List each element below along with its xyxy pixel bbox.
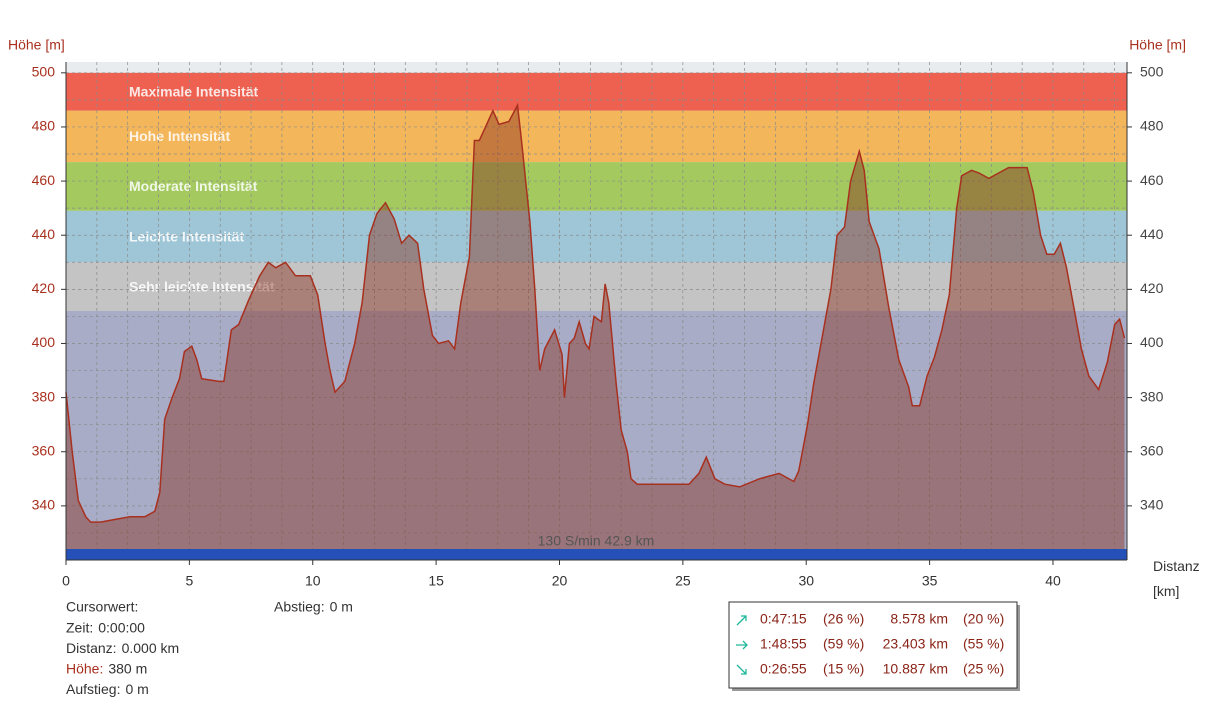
stats-cell: 8.578 km — [890, 611, 948, 627]
cursor-label: Zeit: — [66, 620, 93, 636]
zone-label: Moderate Intensität — [129, 178, 258, 194]
y-tick-label-right: 360 — [1140, 442, 1164, 458]
zone — [66, 162, 1127, 211]
zone-label: Hohe Intensität — [129, 128, 230, 144]
stats-box — [728, 601, 1018, 689]
cursor-label: Aufstieg: — [66, 681, 120, 697]
stats-cell: (59 %) — [823, 636, 864, 652]
cursor-value: 0:00:00 — [98, 620, 145, 636]
x-tick-label: 25 — [675, 573, 691, 589]
x-tick-label: 5 — [185, 573, 193, 589]
x-axis-title: Distanz [km] — [1153, 558, 1200, 599]
y-tick-label-right: 480 — [1140, 118, 1164, 134]
y-axis-title-right: Höhe [m] — [1129, 37, 1186, 53]
cursor-label: Höhe: — [66, 661, 103, 677]
stats-cell: (25 %) — [963, 661, 1004, 677]
stats-cell: 0:47:15 — [760, 611, 807, 627]
stats-cell: (15 %) — [823, 661, 864, 677]
stats-icons — [736, 615, 748, 675]
y-tick-label: 420 — [32, 280, 56, 296]
elevation-line — [65, 102, 1126, 523]
y-tick-label-right: 440 — [1140, 226, 1164, 242]
y-tick-label-right: 460 — [1140, 172, 1164, 188]
area-fill — [66, 105, 1125, 561]
y-tick-label: 460 — [32, 172, 56, 188]
zone-label: Sehr leichte Intensität — [129, 278, 275, 294]
cursor-title: Cursorwert: — [66, 599, 138, 615]
x-tick-label: 10 — [305, 573, 321, 589]
y-tick-label: 500 — [32, 64, 56, 80]
y-tick-label-right: 500 — [1140, 64, 1164, 80]
y-tick-label: 360 — [32, 442, 56, 458]
cursor-value: 0.000 km — [122, 640, 180, 656]
x-tick-label: 0 — [62, 573, 70, 589]
stats-cell: 10.887 km — [883, 661, 948, 677]
zone — [66, 72, 1127, 111]
stats-cell: 0:26:55 — [760, 661, 807, 677]
x-tick-label: 30 — [798, 573, 814, 589]
bottom-bar — [66, 549, 1127, 560]
y-tick-label-right: 420 — [1140, 280, 1164, 296]
y-tick-label: 400 — [32, 334, 56, 350]
stats-cell: 23.403 km — [883, 636, 948, 652]
descent-value: 0 m — [330, 599, 353, 615]
stats-cell: (20 %) — [963, 611, 1004, 627]
x-tick-label: 40 — [1045, 573, 1061, 589]
stats-cell: 1:48:55 — [760, 636, 807, 652]
zone-label: Leichte Intensität — [129, 228, 244, 244]
cursor-value: 0 m — [125, 681, 148, 697]
y-tick-label: 380 — [32, 388, 56, 404]
y-tick-label-right: 340 — [1140, 497, 1164, 513]
cursor-value: 380 m — [108, 661, 147, 677]
cursor-label: Distanz: — [66, 640, 117, 656]
y-tick-label-right: 400 — [1140, 334, 1164, 350]
annotation: 130 S/min 42.9 km — [538, 533, 655, 549]
stats-cell: (26 %) — [823, 611, 864, 627]
base-zone — [66, 311, 1127, 560]
zone-label: Maximale Intensität — [129, 83, 258, 99]
x-tick-label: 35 — [922, 573, 938, 589]
stats-cell: (55 %) — [963, 636, 1004, 652]
y-axis-title: Höhe [m] — [8, 37, 65, 53]
x-tick-label: 15 — [428, 573, 444, 589]
x-tick-label: 20 — [552, 573, 568, 589]
y-tick-label: 440 — [32, 226, 56, 242]
descent-label: Abstieg: — [274, 599, 325, 615]
y-tick-label-right: 380 — [1140, 388, 1164, 404]
y-tick-label: 340 — [32, 497, 56, 513]
zone — [66, 210, 1127, 263]
zone — [66, 110, 1127, 163]
y-tick-label: 480 — [32, 118, 56, 134]
